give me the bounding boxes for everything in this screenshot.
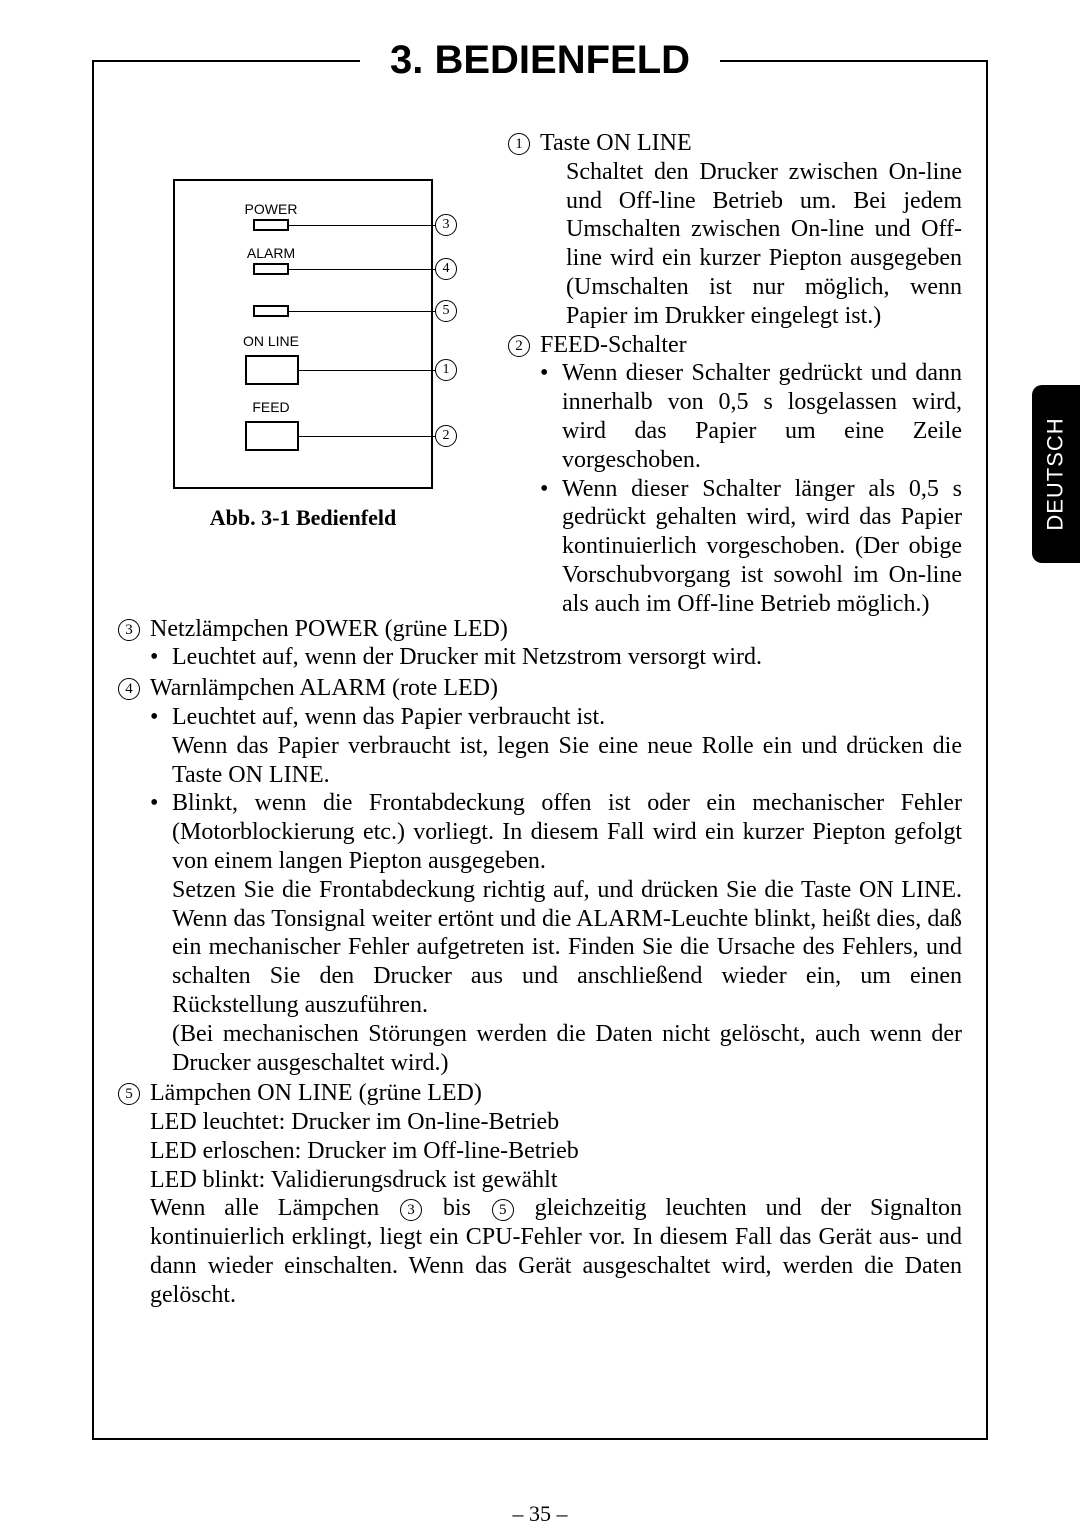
panel-label-online: ON LINE bbox=[221, 333, 321, 349]
led-alarm bbox=[253, 263, 289, 275]
item-1-body: Schaltet den Drucker zwischen On-line un… bbox=[540, 158, 962, 331]
callout-1: 1 bbox=[435, 359, 457, 381]
item-4-bullet-2: Blinkt, wenn die Frontabdeckung offen is… bbox=[150, 789, 962, 1077]
tail-a: Wenn alle Lämpchen bbox=[150, 1195, 398, 1221]
title-wrap: 3. BEDIENFELD bbox=[118, 64, 962, 109]
right-column: 1 Taste ON LINE Schaltet den Drucker zwi… bbox=[508, 129, 962, 619]
inline-circ-3: 3 bbox=[400, 1199, 422, 1221]
item-2-bullet-1: Wenn dieser Schalter gedrückt und dann i… bbox=[540, 359, 962, 474]
led-power bbox=[253, 219, 289, 231]
language-tab: DEUTSCH bbox=[1032, 385, 1080, 563]
item-4-b2a: Blinkt, wenn die Frontabdeckung offen is… bbox=[172, 790, 962, 874]
callout-3: 3 bbox=[435, 214, 457, 236]
item-2-title: FEED-Schalter bbox=[540, 332, 687, 358]
button-feed bbox=[245, 421, 299, 451]
tail-b: bis bbox=[424, 1195, 490, 1221]
inline-circ-5: 5 bbox=[492, 1199, 514, 1221]
item-4-b2c: (Bei mechanischen Störungen werden die D… bbox=[172, 1021, 962, 1076]
item-5-line-2: LED erloschen: Drucker im Off-line-Betri… bbox=[150, 1137, 962, 1166]
item-3: 3 Netzlämpchen POWER (grüne LED) Leuchte… bbox=[118, 615, 962, 673]
led-unnamed bbox=[253, 305, 289, 317]
circle-num-1: 1 bbox=[508, 133, 530, 155]
item-4-bullet-1: Leuchtet auf, wenn das Papier verbraucht… bbox=[150, 703, 962, 789]
top-columns: POWER 3 ALARM 4 5 ON LINE 1 FEED 2 bbox=[118, 129, 962, 619]
item-5-line-1: LED leuchtet: Drucker im On-line-Betrieb bbox=[150, 1108, 962, 1137]
leader-line bbox=[289, 269, 439, 270]
language-tab-label: DEUTSCH bbox=[1043, 417, 1069, 530]
item-1: 1 Taste ON LINE Schaltet den Drucker zwi… bbox=[508, 129, 962, 331]
item-5-line-3: LED blinkt: Validierungsdruck ist gewähl… bbox=[150, 1166, 962, 1195]
leader-line bbox=[299, 436, 439, 437]
item-4-title: Warnlämpchen ALARM (rote LED) bbox=[150, 675, 498, 701]
page-number: – 35 – bbox=[0, 1501, 1080, 1527]
circle-num-3: 3 bbox=[118, 619, 140, 641]
panel-label-feed: FEED bbox=[221, 399, 321, 415]
item-4-b1b: Wenn das Papier verbraucht ist, legen Si… bbox=[172, 733, 962, 788]
item-1-title: Taste ON LINE bbox=[540, 130, 692, 156]
item-2-bullet-2: Wenn dieser Schalter länger als 0,5 s ge… bbox=[540, 475, 962, 619]
item-4: 4 Warnlämpchen ALARM (rote LED) Leuchtet… bbox=[118, 674, 962, 1077]
lower-block: 3 Netzlämpchen POWER (grüne LED) Leuchte… bbox=[118, 615, 962, 1310]
leader-line bbox=[289, 311, 439, 312]
item-3-bullet-1: Leuchtet auf, wenn der Drucker mit Netzs… bbox=[150, 643, 962, 672]
leader-line bbox=[299, 370, 439, 371]
callout-5: 5 bbox=[435, 300, 457, 322]
item-4-b2b: Setzen Sie die Frontabdeckung richtig au… bbox=[172, 877, 962, 1018]
item-4-b1a: Leuchtet auf, wenn das Papier verbraucht… bbox=[172, 704, 605, 730]
callout-4: 4 bbox=[435, 258, 457, 280]
figure-caption: Abb. 3-1 Bedienfeld bbox=[118, 505, 488, 531]
panel-label-power: POWER bbox=[221, 201, 321, 217]
circle-num-2: 2 bbox=[508, 335, 530, 357]
section-title: 3. BEDIENFELD bbox=[360, 38, 720, 83]
callout-2: 2 bbox=[435, 425, 457, 447]
leader-line bbox=[289, 225, 439, 226]
circle-num-4: 4 bbox=[118, 678, 140, 700]
button-online bbox=[245, 355, 299, 385]
control-panel-diagram: POWER 3 ALARM 4 5 ON LINE 1 FEED 2 bbox=[173, 179, 433, 489]
circle-num-5: 5 bbox=[118, 1083, 140, 1105]
item-2: 2 FEED-Schalter Wenn dieser Schalter ged… bbox=[508, 331, 962, 619]
item-5-tail: Wenn alle Lämpchen 3 bis 5 gleichzeitig … bbox=[150, 1194, 962, 1309]
item-5: 5 Lämpchen ON LINE (grüne LED) LED leuch… bbox=[118, 1079, 962, 1309]
item-5-title: Lämpchen ON LINE (grüne LED) bbox=[150, 1080, 482, 1106]
panel-label-alarm: ALARM bbox=[221, 245, 321, 261]
item-3-title: Netzlämpchen POWER (grüne LED) bbox=[150, 616, 508, 642]
page-frame: 3. BEDIENFELD POWER 3 ALARM 4 5 ON LINE … bbox=[92, 60, 988, 1440]
figure-column: POWER 3 ALARM 4 5 ON LINE 1 FEED 2 bbox=[118, 129, 488, 619]
